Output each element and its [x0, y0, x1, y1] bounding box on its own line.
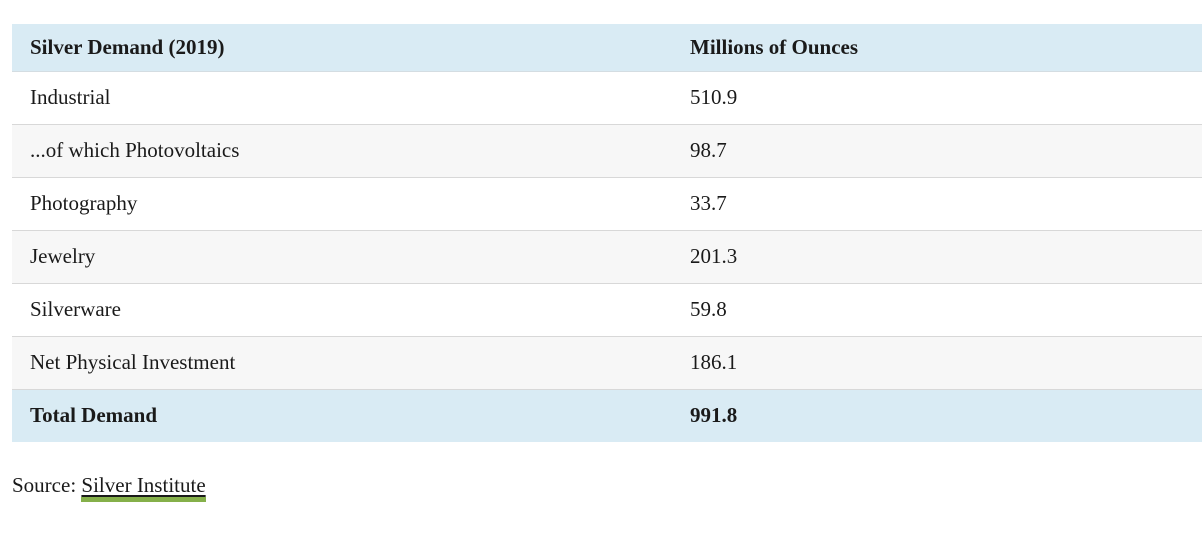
column-header-ounces: Millions of Ounces: [690, 34, 859, 59]
row-label: Jewelry: [30, 244, 96, 269]
total-label: Total Demand: [30, 403, 157, 428]
row-label: Industrial: [30, 85, 111, 110]
column-header-demand: Silver Demand (2019): [30, 34, 225, 59]
row-value: 510.9: [690, 85, 738, 110]
table-row-industrial: Industrial 510.9: [12, 71, 1202, 125]
row-value: 186.1: [690, 350, 738, 375]
table-row-silverware: Silverware 59.8: [12, 283, 1202, 337]
table-row-photovoltaics: ...of which Photovoltaics 98.7: [12, 124, 1202, 178]
table-total-row: Total Demand 991.8: [12, 389, 1202, 442]
row-label: Net Physical Investment: [30, 350, 236, 375]
table-row-jewelry: Jewelry 201.3: [12, 230, 1202, 284]
source-link[interactable]: Silver Institute: [81, 473, 206, 502]
table-row-photography: Photography 33.7: [12, 177, 1202, 231]
row-value: 98.7: [690, 138, 727, 163]
row-label: Photography: [30, 191, 138, 216]
table-header-row: Silver Demand (2019) Millions of Ounces: [12, 24, 1202, 72]
row-value: 201.3: [690, 244, 738, 269]
source-line: Source: Silver Institute: [12, 473, 1202, 502]
page: Silver Demand (2019) Millions of Ounces …: [0, 24, 1202, 542]
silver-demand-table: Silver Demand (2019) Millions of Ounces …: [12, 24, 1202, 442]
total-value: 991.8: [690, 403, 738, 428]
row-label: Silverware: [30, 297, 121, 322]
row-value: 33.7: [690, 191, 727, 216]
source-prefix: Source:: [12, 473, 82, 497]
row-label: ...of which Photovoltaics: [30, 138, 240, 163]
row-value: 59.8: [690, 297, 727, 322]
table-row-net-physical-investment: Net Physical Investment 186.1: [12, 336, 1202, 390]
